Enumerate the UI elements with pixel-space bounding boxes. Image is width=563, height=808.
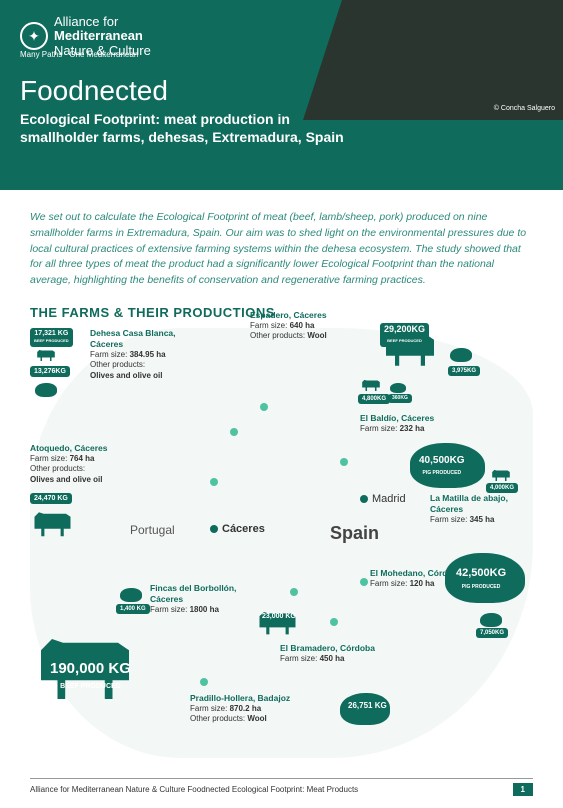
- farm-products: Other products: Wool: [250, 331, 370, 341]
- header-photo-area: [303, 0, 563, 120]
- farm-marker: [330, 618, 338, 626]
- tagline: Many Paths · One Mediterranean: [20, 50, 138, 59]
- production-badge: 13,276KG: [30, 366, 70, 378]
- cow-icon: [35, 348, 57, 362]
- production-badge: 24,470 KG: [30, 493, 72, 505]
- production-badge: 360KG: [388, 394, 412, 404]
- farm-el-baldio: El Baldío, Cáceres Farm size: 232 ha: [360, 413, 470, 434]
- farm-marker: [200, 678, 208, 686]
- farm-marker: [340, 458, 348, 466]
- production-badge: 26,751 KG: [344, 700, 391, 713]
- sheep-icon: [480, 613, 502, 627]
- city-dot-icon: [210, 525, 218, 533]
- production-badge: 29,200KGBEEF PRODUCED: [380, 323, 429, 347]
- sheep-icon: [390, 383, 406, 393]
- farm-name: El Bramadero, Córdoba: [280, 643, 400, 654]
- production-badge-large: 190,000 KGBEEF PRODUCED: [40, 653, 141, 700]
- farm-name: Dehesa Casa Blanca, Cáceres: [90, 328, 210, 350]
- footer-text: Alliance for Mediterranean Nature & Cult…: [30, 785, 358, 794]
- farm-marker: [230, 428, 238, 436]
- farm-marker: [290, 588, 298, 596]
- production-badge: 4,800KG: [358, 394, 390, 405]
- production-badge: 40,500KGPIG PRODUCED: [415, 453, 469, 479]
- farm-fincas-borbollon: Fincas del Borbollón, Cáceres Farm size:…: [150, 583, 260, 615]
- logo-icon: ✦: [20, 22, 48, 50]
- portugal-label: Portugal: [130, 523, 175, 537]
- farm-products-label: Other products:: [90, 360, 210, 370]
- farm-name: Atoquedo, Cáceres: [30, 443, 140, 454]
- production-badge: 42,500KGPIG PRODUCED: [452, 565, 510, 593]
- farm-el-bramadero: El Bramadero, Córdoba Farm size: 450 ha: [280, 643, 400, 664]
- map: Spain Portugal Madrid Cáceres Dehesa Cas…: [30, 328, 533, 758]
- farm-size: Farm size: 232 ha: [360, 424, 470, 434]
- caceres-label: Cáceres: [210, 523, 265, 535]
- sheep-icon: [120, 588, 142, 602]
- farm-size: Farm size: 870.2 ha: [190, 704, 330, 714]
- production-badge: 4,000KG: [486, 483, 518, 494]
- photo-credit: © Concha Salguero: [494, 105, 555, 112]
- production-badge: 1,400 KG: [116, 604, 150, 615]
- farm-la-matilla: La Matilla de abajo, Cáceres Farm size: …: [430, 493, 540, 525]
- farm-name: La Matilla de abajo, Cáceres: [430, 493, 540, 515]
- caceres-text: Cáceres: [222, 523, 265, 535]
- farm-name: El Baldío, Cáceres: [360, 413, 470, 424]
- farm-espadero: Espadero, Cáceres Farm size: 640 ha Othe…: [250, 310, 370, 342]
- footer: Alliance for Mediterranean Nature & Cult…: [30, 778, 533, 796]
- page-number: 1: [513, 783, 533, 796]
- sheep-icon: [35, 383, 57, 397]
- org-line2: Mediterranean: [54, 28, 143, 43]
- production-badge: 17,321 KGBEEF PRODUCED: [30, 328, 73, 347]
- production-badge: 3,975KG: [448, 366, 480, 377]
- farm-products: Olives and olive oil: [30, 475, 140, 485]
- farm-size: Farm size: 640 ha: [250, 321, 370, 331]
- intro-paragraph: We set out to calculate the Ecological F…: [0, 190, 563, 301]
- farm-size: Farm size: 764 ha: [30, 454, 140, 464]
- production-badge: 7,050KG: [476, 628, 508, 639]
- page-title: Foodnected: [20, 75, 168, 107]
- sheep-icon: [450, 348, 472, 362]
- farm-products-label: Other products:: [30, 464, 140, 474]
- farm-products: Other products: Wool: [190, 714, 330, 724]
- header-banner: © Concha Salguero ✦ Alliance for Mediter…: [0, 0, 563, 190]
- farm-marker: [260, 403, 268, 411]
- madrid-label: Madrid: [360, 493, 406, 505]
- farm-name: Espadero, Cáceres: [250, 310, 370, 321]
- farm-size: Farm size: 384.95 ha: [90, 350, 210, 360]
- farm-marker: [210, 478, 218, 486]
- madrid-text: Madrid: [372, 493, 406, 505]
- city-dot-icon: [360, 495, 368, 503]
- farm-pradillo: Pradillo-Hollera, Badajoz Farm size: 870…: [190, 693, 330, 725]
- org-line1: Alliance for: [54, 14, 118, 29]
- farm-name: Fincas del Borbollón, Cáceres: [150, 583, 260, 605]
- farm-atoquedo: Atoquedo, Cáceres Farm size: 764 ha Othe…: [30, 443, 140, 485]
- farm-size: Farm size: 345 ha: [430, 515, 540, 525]
- farm-dehesa-casa-blanca: Dehesa Casa Blanca, Cáceres Farm size: 3…: [90, 328, 210, 381]
- page-subtitle: Ecological Footprint: meat production in…: [20, 110, 360, 146]
- production-badge: 23,000 KG: [258, 611, 300, 623]
- farm-name: Pradillo-Hollera, Badajoz: [190, 693, 330, 704]
- farm-size: Farm size: 450 ha: [280, 654, 400, 664]
- farm-size: Farm size: 1800 ha: [150, 605, 260, 615]
- farm-products: Olives and olive oil: [90, 371, 210, 381]
- spain-label: Spain: [330, 523, 379, 544]
- farm-marker: [360, 578, 368, 586]
